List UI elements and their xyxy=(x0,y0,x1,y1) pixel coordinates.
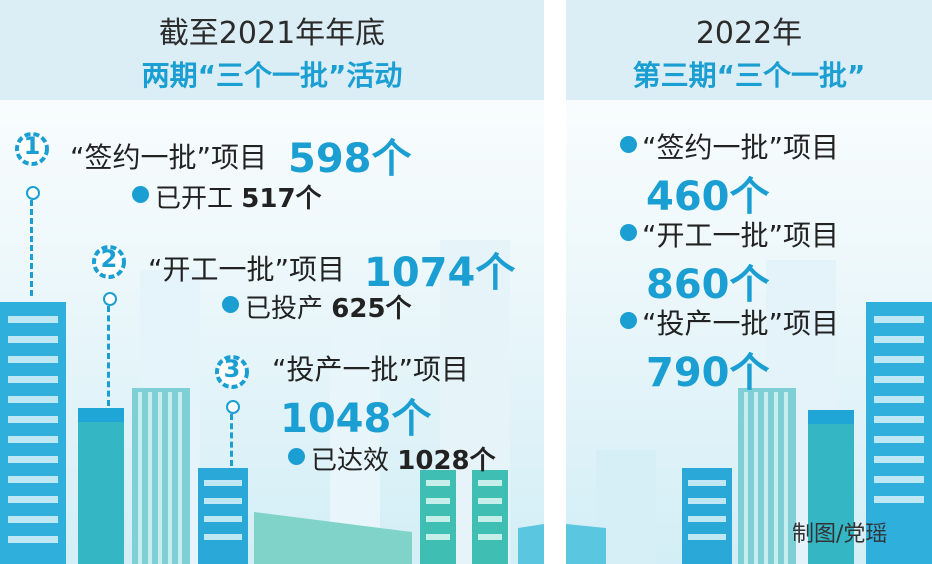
right-header: 2022年 第三期“三个一批” xyxy=(566,0,932,100)
item3-label: “投产一批”项目 xyxy=(272,353,470,386)
gear-icon-3: 3 xyxy=(208,348,256,396)
bullet-dot xyxy=(620,224,637,241)
item3-value: 1048个 xyxy=(280,396,432,442)
right-item3-value: 790个 xyxy=(646,350,770,396)
right-panel: 2022年 第三期“三个一批” “签约一批”项目 460个 “开工一批”项目 8… xyxy=(566,0,932,564)
right-item2-label: “开工一批”项目 xyxy=(642,219,840,252)
right-item2-value: 860个 xyxy=(646,262,770,308)
item3-sub-value: 1028个 xyxy=(397,446,496,476)
bullet-dot xyxy=(620,312,637,329)
right-title: 2022年 xyxy=(695,16,803,51)
credit-text: 制图/党瑶 xyxy=(792,522,888,547)
connector-ring-3 xyxy=(226,400,240,414)
right-item1-label: “签约一批”项目 xyxy=(642,131,840,164)
left-cityscape xyxy=(0,240,544,564)
left-panel: 截至2021年年底 两期“三个一批”活动 1 “签约一批”项目 598个 已开工… xyxy=(0,0,544,564)
item1-label: “签约一批”项目 xyxy=(70,141,268,174)
left-subtitle: 两期“三个一批”活动 xyxy=(141,59,403,92)
connector-line-2 xyxy=(107,306,110,406)
bullet-dot xyxy=(132,186,149,203)
right-cityscape xyxy=(566,260,932,564)
connector-line-3 xyxy=(230,414,233,466)
left-title: 截至2021年年底 xyxy=(158,16,386,51)
connector-ring-2 xyxy=(103,292,117,306)
item2-sub: 已投产 625个 xyxy=(245,288,412,325)
gear-icon-2: 2 xyxy=(85,238,133,286)
bullet-dot xyxy=(288,448,305,465)
item1-sub: 已开工 517个 xyxy=(155,178,322,215)
left-header: 截至2021年年底 两期“三个一批”活动 xyxy=(0,0,544,100)
connector-ring-1 xyxy=(26,186,40,200)
item2-label: “开工一批”项目 xyxy=(148,253,346,286)
item3-sub-label: 已达效 xyxy=(311,446,390,476)
step-number-1: 1 xyxy=(23,132,41,160)
connector-line-1 xyxy=(30,200,33,296)
right-item3-label: “投产一批”项目 xyxy=(642,307,840,340)
step-number-3: 3 xyxy=(223,355,241,383)
item2-value: 1074个 xyxy=(364,250,516,296)
item1-value: 598个 xyxy=(288,136,412,182)
bullet-dot xyxy=(222,296,239,313)
item1-sub-value: 517个 xyxy=(241,184,322,214)
item3-sub: 已达效 1028个 xyxy=(311,440,496,477)
right-item1-value: 460个 xyxy=(646,174,770,220)
step-number-2: 2 xyxy=(100,245,118,273)
bullet-dot xyxy=(620,136,637,153)
right-subtitle: 第三期“三个一批” xyxy=(632,59,866,92)
item2-sub-value: 625个 xyxy=(331,294,412,324)
gear-icon-1: 1 xyxy=(8,125,56,173)
item2-sub-label: 已投产 xyxy=(245,294,324,324)
item1-sub-label: 已开工 xyxy=(155,184,234,214)
